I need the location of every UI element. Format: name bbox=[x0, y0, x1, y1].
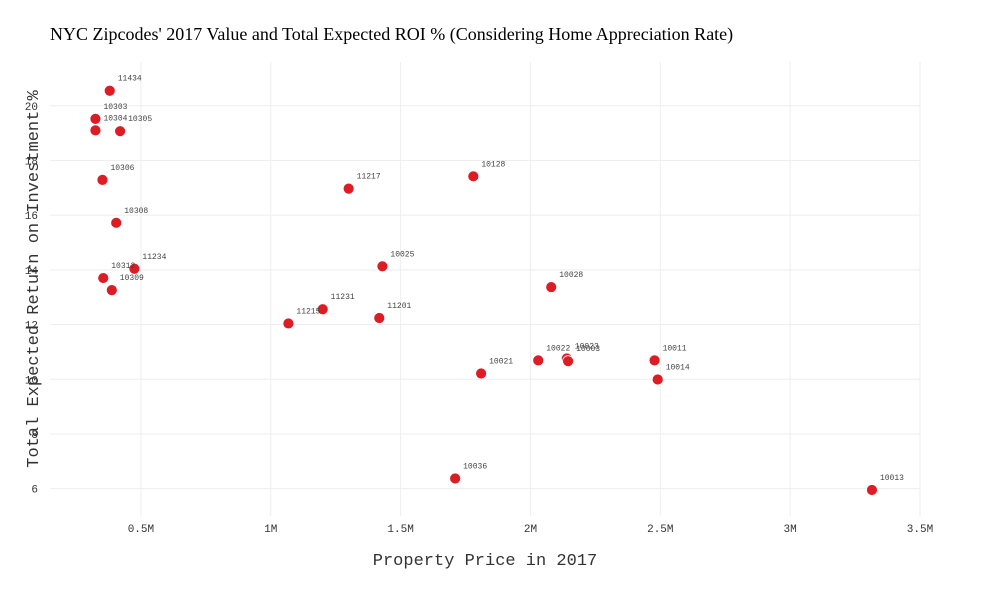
data-point bbox=[866, 484, 878, 496]
y-tick-label: 14 bbox=[25, 266, 39, 278]
data-point-label: 10023 bbox=[575, 342, 599, 351]
y-tick-label: 12 bbox=[25, 321, 38, 333]
x-tick-label: 0.5M bbox=[128, 524, 154, 536]
data-point-label: 11234 bbox=[142, 253, 166, 262]
data-point-label: 10306 bbox=[110, 164, 134, 173]
x-tick-label: 3.5M bbox=[907, 524, 933, 536]
data-point bbox=[89, 124, 102, 137]
data-point-label: 10036 bbox=[463, 463, 487, 472]
data-point-label: 10305 bbox=[128, 115, 152, 124]
y-tick-label: 20 bbox=[25, 102, 38, 114]
y-tick-label: 6 bbox=[31, 485, 38, 497]
chart-title: NYC Zipcodes' 2017 Value and Total Expec… bbox=[50, 24, 734, 44]
data-point-label: 11215 bbox=[296, 307, 320, 316]
data-point bbox=[532, 354, 545, 367]
data-point bbox=[373, 312, 386, 324]
data-point-label: 10025 bbox=[390, 250, 414, 259]
data-point bbox=[475, 367, 488, 380]
grid bbox=[50, 62, 921, 516]
data-point bbox=[467, 170, 480, 183]
x-tick-label: 1.5M bbox=[387, 524, 413, 536]
axes: 0.5M 1M 1.5M 2M 2.5M 3M 3.5M 6 8 10 12 14 16 18 20 bbox=[25, 102, 933, 536]
x-tick-label: 3M bbox=[784, 524, 797, 536]
data-point bbox=[103, 84, 116, 97]
data-point-label: 10003 bbox=[576, 345, 600, 354]
data-point-label: 11217 bbox=[357, 173, 381, 182]
data-point bbox=[342, 182, 355, 195]
data-point bbox=[651, 373, 664, 386]
data-point-label: 11201 bbox=[387, 302, 411, 311]
data-point bbox=[105, 284, 118, 296]
y-tick-label: 8 bbox=[31, 430, 38, 442]
data-point bbox=[89, 112, 102, 125]
data-point-label: 10028 bbox=[559, 271, 583, 280]
data-point-label: 10022 bbox=[546, 344, 570, 353]
data-point bbox=[545, 281, 558, 293]
data-point bbox=[110, 216, 123, 229]
data-point bbox=[449, 472, 462, 485]
data-point-label: 10011 bbox=[663, 344, 687, 353]
data-point bbox=[562, 355, 575, 368]
x-tick-label: 2M bbox=[524, 524, 537, 536]
x-tick-label: 1M bbox=[264, 524, 277, 536]
y-tick-label: 18 bbox=[25, 156, 38, 168]
data-point-labels: 11434 10303 10304 10305 10306 10308 11234 10312… bbox=[103, 75, 904, 483]
data-point-label: 10308 bbox=[124, 207, 148, 216]
y-tick-label: 16 bbox=[25, 211, 38, 223]
data-point-label: 10312 bbox=[111, 262, 135, 271]
data-point bbox=[128, 262, 141, 275]
data-point bbox=[376, 260, 389, 273]
data-point-label: 10014 bbox=[666, 364, 690, 373]
data-point bbox=[648, 354, 661, 367]
data-point bbox=[97, 272, 110, 284]
data-point-label: 11434 bbox=[118, 75, 142, 84]
data-point bbox=[282, 317, 295, 330]
x-axis-title: Property Price in 2017 bbox=[373, 552, 597, 571]
data-point-label: 10303 bbox=[103, 103, 127, 112]
data-point-label: 10021 bbox=[489, 358, 513, 367]
y-tick-label: 10 bbox=[25, 375, 38, 387]
data-point-label: 10304 bbox=[103, 114, 127, 123]
data-point bbox=[114, 125, 127, 138]
data-point bbox=[316, 303, 329, 316]
data-point bbox=[96, 173, 109, 186]
x-tick-label: 2.5M bbox=[647, 524, 673, 536]
data-point-label: 10309 bbox=[120, 274, 144, 283]
data-point-label: 10013 bbox=[880, 474, 904, 483]
data-points bbox=[89, 84, 878, 496]
data-point-label: 11231 bbox=[331, 293, 355, 302]
y-axis-title: Total Expected Return on Investment % bbox=[25, 89, 44, 467]
data-point-label: 10128 bbox=[481, 160, 505, 169]
